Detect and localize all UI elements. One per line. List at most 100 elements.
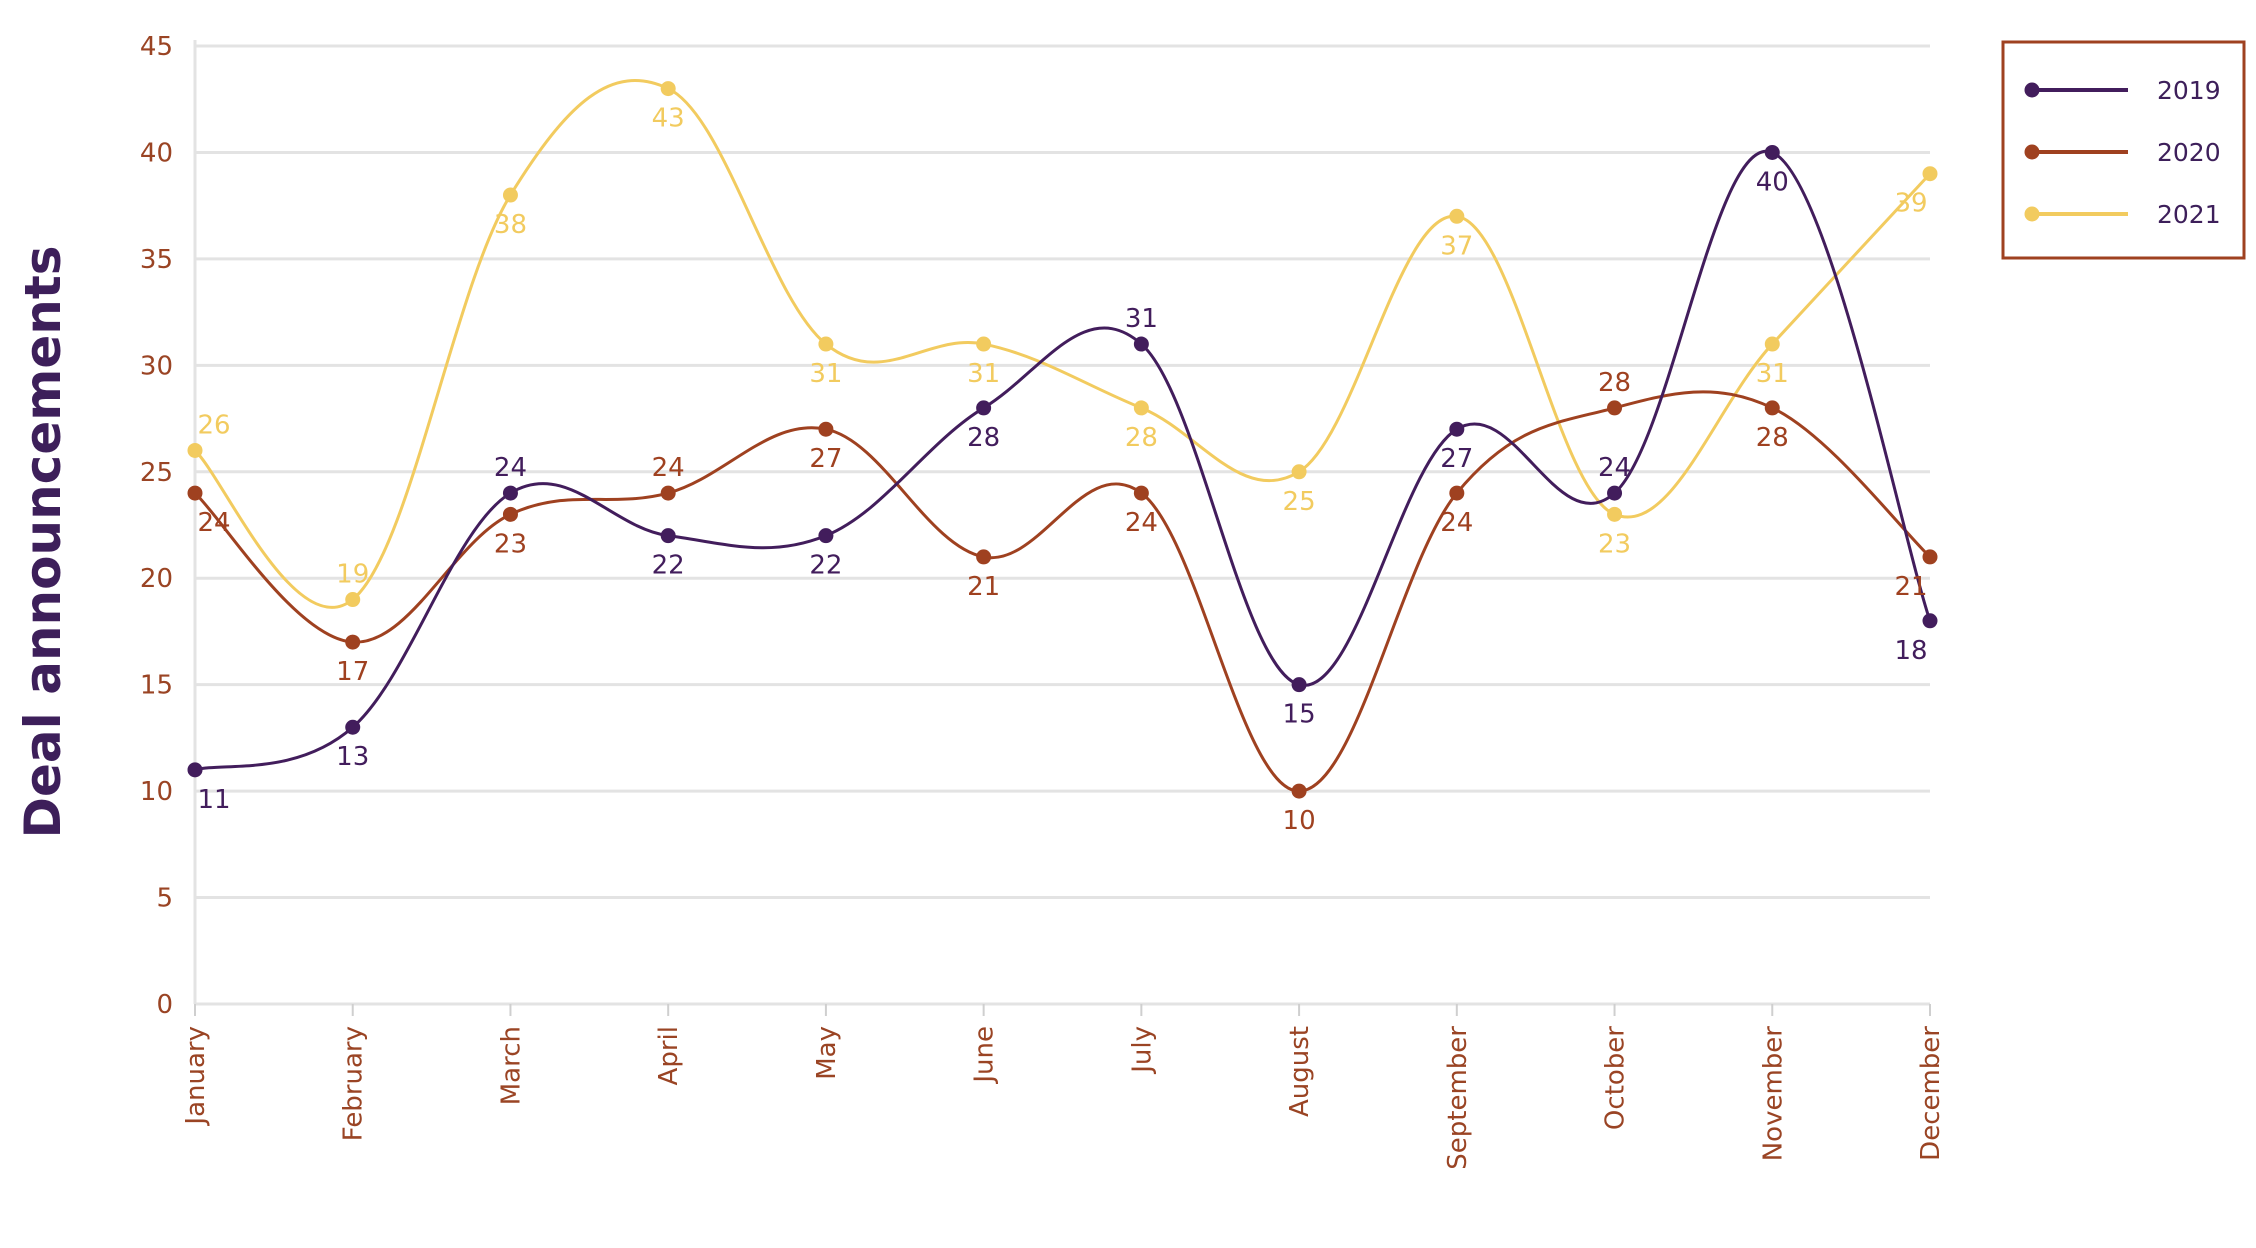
data-label-2020: 28 xyxy=(1598,368,1631,398)
data-label-2021: 39 xyxy=(1894,189,1927,219)
legend-label: 2019 xyxy=(2157,76,2221,105)
x-tick-label: September xyxy=(1443,1026,1473,1170)
legend-swatch-dot xyxy=(2024,206,2040,222)
data-point-2021 xyxy=(187,442,203,458)
data-label-2019: 40 xyxy=(1756,167,1789,197)
x-tick-label: June xyxy=(970,1026,1000,1085)
x-tick-label: October xyxy=(1601,1026,1631,1130)
data-point-2020 xyxy=(1607,400,1623,416)
legend-label: 2021 xyxy=(2157,200,2221,229)
data-label-2021: 26 xyxy=(197,410,230,440)
y-tick-label: 0 xyxy=(156,990,173,1020)
data-point-2020 xyxy=(1133,485,1149,501)
data-label-2021: 28 xyxy=(1125,423,1158,453)
data-label-2020: 23 xyxy=(494,529,527,559)
data-point-2020 xyxy=(1449,485,1465,501)
data-point-2020 xyxy=(1291,783,1307,799)
data-label-2020: 28 xyxy=(1756,423,1789,453)
data-point-2021 xyxy=(660,81,676,97)
data-point-2019 xyxy=(1291,677,1307,693)
data-point-2021 xyxy=(1449,208,1465,224)
data-point-2021 xyxy=(1291,464,1307,480)
data-label-2019: 22 xyxy=(652,551,685,581)
legend-swatch-dot xyxy=(2024,144,2040,160)
data-point-2019 xyxy=(976,400,992,416)
data-point-2021 xyxy=(818,336,834,352)
data-point-2019 xyxy=(1764,144,1780,160)
data-label-2019: 24 xyxy=(1598,453,1631,483)
data-label-2019: 31 xyxy=(1125,304,1158,334)
data-label-2020: 24 xyxy=(197,508,230,538)
data-point-2019 xyxy=(818,528,834,544)
data-label-2021: 31 xyxy=(1756,359,1789,389)
x-tick-label: July xyxy=(1127,1026,1157,1075)
data-label-2021: 23 xyxy=(1598,529,1631,559)
y-tick-label: 10 xyxy=(140,777,173,807)
data-point-2021 xyxy=(1922,166,1938,182)
data-label-2019: 13 xyxy=(336,742,369,772)
data-point-2019 xyxy=(1449,421,1465,437)
data-label-2019: 24 xyxy=(494,453,527,483)
data-point-2019 xyxy=(1607,485,1623,501)
x-tick-label: March xyxy=(496,1026,526,1105)
y-tick-label: 45 xyxy=(140,32,173,62)
y-tick-label: 20 xyxy=(140,564,173,594)
series-line-2020 xyxy=(193,390,1932,793)
data-label-2021: 43 xyxy=(652,104,685,134)
data-label-2020: 24 xyxy=(1440,508,1473,538)
data-points xyxy=(187,81,1938,799)
legend: 2019 2020 2021 xyxy=(2001,40,2246,260)
grid-lines xyxy=(195,44,1930,1006)
data-labels: 26 19 38 43 31 31 28 25 37 23 31 39 24 17 23 24 27 21 24 10… xyxy=(197,104,1927,837)
legend-label: 2020 xyxy=(2157,138,2221,167)
data-point-2021 xyxy=(976,336,992,352)
data-label-2021: 31 xyxy=(809,359,842,389)
x-tick-label: May xyxy=(812,1026,842,1080)
data-label-2019: 28 xyxy=(967,423,1000,453)
data-label-2020: 21 xyxy=(1894,572,1927,602)
data-point-2019 xyxy=(1133,336,1149,352)
y-axis-ticks: 0 5 10 15 20 25 30 35 40 45 xyxy=(140,32,173,1020)
data-label-2021: 38 xyxy=(494,210,527,240)
data-point-2021 xyxy=(1764,336,1780,352)
data-point-2020 xyxy=(345,634,361,650)
data-point-2019 xyxy=(187,762,203,778)
data-label-2021: 25 xyxy=(1283,487,1316,517)
data-label-2020: 17 xyxy=(336,657,369,687)
data-point-2021 xyxy=(1133,400,1149,416)
x-tick-label: January xyxy=(181,1026,211,1127)
y-axis-label: Deal announcements xyxy=(14,246,72,839)
data-point-2020 xyxy=(502,506,518,522)
data-point-2019 xyxy=(1922,613,1938,629)
data-label-2020: 24 xyxy=(652,453,685,483)
data-label-2019: 22 xyxy=(809,551,842,581)
data-label-2021: 37 xyxy=(1440,231,1473,261)
data-point-2021 xyxy=(502,187,518,203)
y-tick-label: 15 xyxy=(140,671,173,701)
data-label-2021: 31 xyxy=(967,359,1000,389)
data-point-2020 xyxy=(1764,400,1780,416)
data-label-2020: 21 xyxy=(967,572,1000,602)
data-label-2020: 24 xyxy=(1125,508,1158,538)
data-point-2020 xyxy=(187,485,203,501)
data-point-2019 xyxy=(502,485,518,501)
data-label-2019: 18 xyxy=(1894,636,1927,666)
data-point-2020 xyxy=(660,485,676,501)
x-tick-label: August xyxy=(1285,1026,1315,1117)
data-point-2021 xyxy=(1607,506,1623,522)
y-tick-label: 5 xyxy=(156,884,173,914)
series-line-2019 xyxy=(194,149,1932,772)
y-tick-label: 25 xyxy=(140,458,173,488)
data-label-2019: 11 xyxy=(197,785,230,815)
y-tick-label: 35 xyxy=(140,245,173,275)
data-point-2019 xyxy=(660,528,676,544)
data-label-2021: 19 xyxy=(336,560,369,590)
data-point-2020 xyxy=(1922,549,1938,565)
legend-swatch-dot xyxy=(2024,82,2040,98)
y-tick-label: 30 xyxy=(140,351,173,381)
data-label-2020: 27 xyxy=(809,444,842,474)
data-point-2019 xyxy=(345,719,361,735)
y-tick-label: 40 xyxy=(140,138,173,168)
data-point-2020 xyxy=(818,421,834,437)
